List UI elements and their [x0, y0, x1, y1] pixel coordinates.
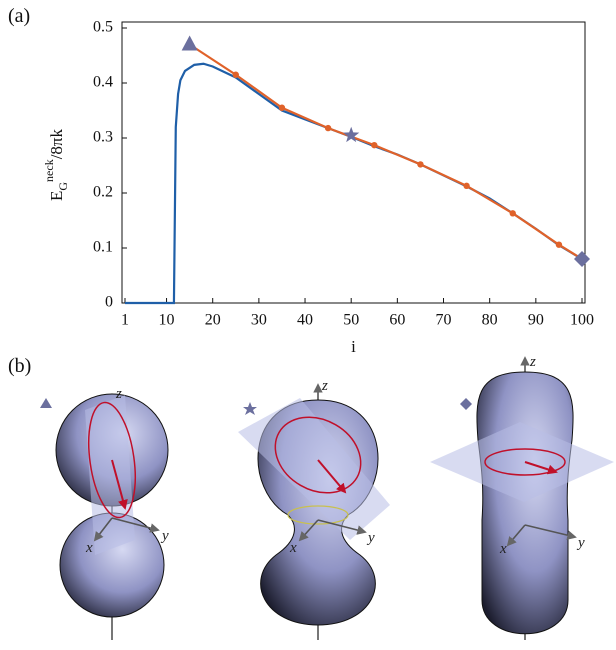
data-point — [509, 210, 516, 217]
y-tick-label: 0.4 — [93, 74, 113, 91]
highlight-marker — [574, 251, 590, 267]
data-point — [232, 71, 239, 78]
y-axis-label-part: G — [56, 182, 70, 191]
x-tick-label: 80 — [482, 312, 498, 329]
y-tick-label: 0.2 — [93, 184, 113, 201]
shape-render: z y x — [238, 378, 390, 640]
panel-label: (a) — [8, 5, 30, 27]
y-tick-label: 0.1 — [93, 239, 113, 256]
y-axis-label-part: E — [47, 191, 66, 201]
data-point — [371, 141, 378, 149]
x-tick-label: 40 — [297, 312, 313, 329]
shape-render: z y x — [430, 354, 614, 640]
axis-label: z — [115, 386, 122, 402]
data-point — [555, 241, 563, 248]
x-tick-label: 10 — [159, 312, 175, 329]
x-tick-label: 30 — [251, 312, 267, 329]
y-tick-label: 0.5 — [93, 19, 113, 36]
data-point — [324, 124, 332, 132]
axis-label: z — [529, 354, 536, 370]
data-point — [278, 104, 286, 111]
axis-label: y — [160, 528, 169, 544]
axis-label: x — [85, 540, 93, 556]
x-tick-label: 60 — [389, 312, 405, 329]
y-tick-label: 0.3 — [93, 129, 113, 146]
highlight-marker — [343, 126, 360, 143]
x-tick-label: 1 — [121, 312, 129, 329]
x-axis-label: i — [351, 337, 356, 356]
y-axis-label-part: /8πk — [47, 128, 66, 159]
axis-label: x — [289, 540, 297, 556]
axis-label: y — [576, 535, 585, 551]
highlight-marker — [181, 35, 198, 51]
data-line — [125, 62, 583, 305]
x-tick-label: 70 — [436, 312, 452, 329]
x-tick-label: 50 — [343, 312, 359, 329]
y-axis-label-part: neck — [42, 159, 56, 182]
data-line — [189, 43, 583, 260]
x-tick-label: 90 — [528, 312, 544, 329]
x-tick-label: 100 — [570, 312, 594, 329]
axis-label: z — [321, 378, 328, 394]
y-tick-label: 0 — [105, 294, 113, 311]
data-point — [463, 182, 470, 190]
y-axis-label: EGneck/8πk — [42, 128, 70, 201]
axis-label: y — [366, 530, 375, 546]
axis-label: x — [499, 541, 507, 557]
shape-render: z y x — [40, 386, 169, 640]
panel-label: (b) — [8, 355, 31, 377]
data-point — [417, 161, 424, 168]
plot-frame — [121, 21, 586, 304]
x-tick-label: 20 — [205, 312, 221, 329]
